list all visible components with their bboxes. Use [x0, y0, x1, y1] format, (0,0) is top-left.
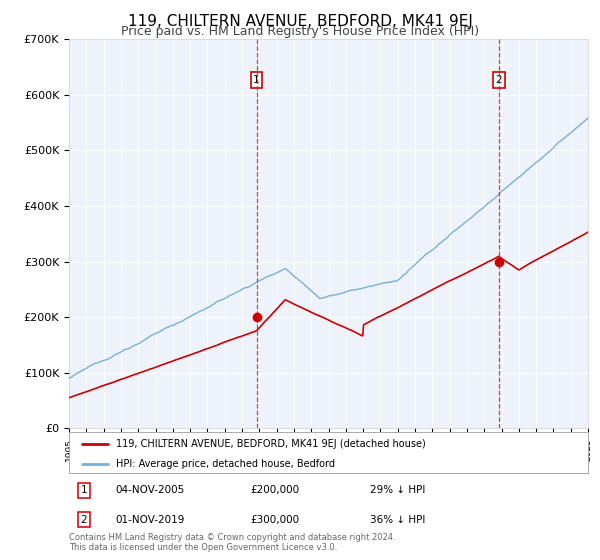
Text: £300,000: £300,000	[251, 515, 300, 525]
Text: 2: 2	[80, 515, 87, 525]
Text: 01-NOV-2019: 01-NOV-2019	[116, 515, 185, 525]
Text: 36% ↓ HPI: 36% ↓ HPI	[370, 515, 425, 525]
Text: 2: 2	[496, 75, 502, 85]
Text: This data is licensed under the Open Government Licence v3.0.: This data is licensed under the Open Gov…	[69, 543, 337, 552]
Text: £200,000: £200,000	[251, 486, 300, 496]
Text: Contains HM Land Registry data © Crown copyright and database right 2024.: Contains HM Land Registry data © Crown c…	[69, 533, 395, 542]
Text: 04-NOV-2005: 04-NOV-2005	[116, 486, 185, 496]
Text: 29% ↓ HPI: 29% ↓ HPI	[370, 486, 425, 496]
Text: 1: 1	[253, 75, 260, 85]
Text: HPI: Average price, detached house, Bedford: HPI: Average price, detached house, Bedf…	[116, 459, 335, 469]
Text: 119, CHILTERN AVENUE, BEDFORD, MK41 9EJ: 119, CHILTERN AVENUE, BEDFORD, MK41 9EJ	[128, 14, 472, 29]
Text: Price paid vs. HM Land Registry's House Price Index (HPI): Price paid vs. HM Land Registry's House …	[121, 25, 479, 38]
Text: 119, CHILTERN AVENUE, BEDFORD, MK41 9EJ (detached house): 119, CHILTERN AVENUE, BEDFORD, MK41 9EJ …	[116, 439, 425, 449]
Text: 1: 1	[80, 486, 87, 496]
